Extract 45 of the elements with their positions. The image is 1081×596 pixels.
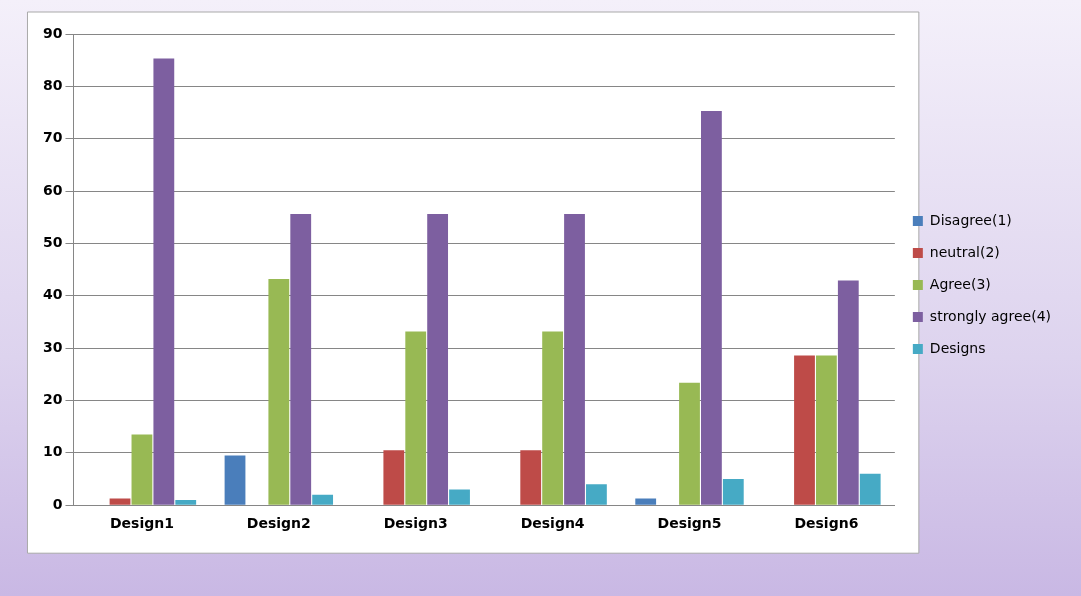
- legend-label: neutral(2): [929, 243, 1000, 260]
- y-tick-label: 20: [43, 391, 63, 408]
- bar: [794, 355, 815, 505]
- y-tick-label: 90: [43, 24, 63, 41]
- y-tick-label: 10: [43, 443, 63, 460]
- legend-label: Designs: [929, 339, 986, 356]
- y-tick-label: 60: [43, 181, 63, 198]
- y-tick-label: 50: [43, 234, 63, 251]
- x-tick-label: Design5: [657, 515, 722, 532]
- bar: [153, 58, 175, 505]
- x-tick-label: Design3: [383, 515, 448, 532]
- y-tick-label: 80: [43, 77, 63, 93]
- y-tick-label: 70: [43, 129, 63, 146]
- bar: [449, 489, 470, 505]
- bar: [383, 450, 405, 505]
- bar: [816, 355, 837, 505]
- bar: [679, 382, 700, 505]
- legend-label: strongly agree(4): [929, 307, 1051, 324]
- bar: [427, 214, 449, 505]
- bar: [268, 279, 290, 505]
- bar: [635, 498, 657, 505]
- bar: [722, 479, 744, 505]
- y-tick-label: 30: [43, 338, 63, 355]
- bar: [405, 331, 427, 505]
- x-tick-label: Design1: [109, 515, 174, 532]
- legend-label: Disagree(1): [929, 211, 1012, 228]
- bar: [542, 331, 564, 505]
- bar: [564, 214, 585, 505]
- bar: [520, 450, 542, 505]
- bar: [224, 455, 246, 505]
- y-tick-label: 40: [43, 286, 63, 303]
- bar: [131, 434, 153, 505]
- bar: [175, 499, 197, 505]
- bar: [859, 473, 881, 505]
- bar: [837, 280, 859, 505]
- x-tick-label: Design6: [794, 515, 859, 532]
- bar: [290, 214, 312, 505]
- legend-label: Agree(3): [929, 275, 991, 292]
- bar: [701, 110, 722, 505]
- x-tick-label: Design2: [246, 515, 311, 532]
- bar: [312, 494, 334, 505]
- bar: [109, 498, 131, 505]
- y-tick-label: 0: [52, 495, 63, 512]
- x-tick-label: Design4: [520, 515, 585, 532]
- bar: [586, 484, 607, 505]
